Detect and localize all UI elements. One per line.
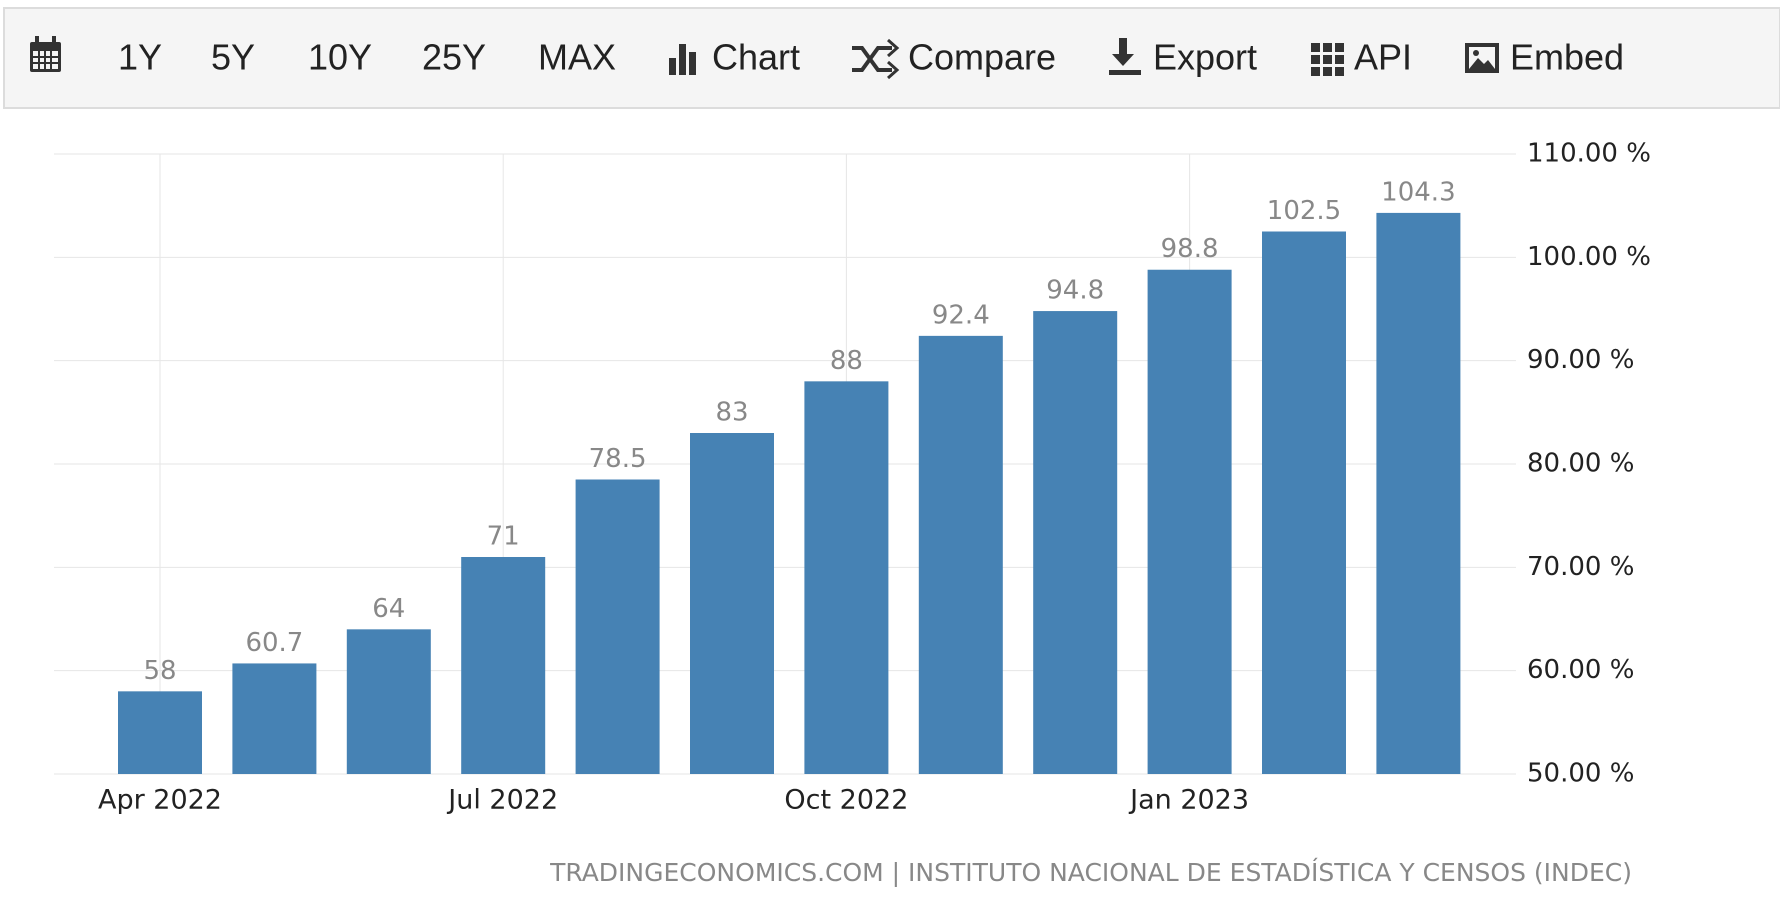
value-label: 60.7 [245,628,303,658]
export-icon [1109,38,1141,75]
value-label: 98.8 [1161,234,1219,264]
y-tick-label: 100.00 % [1527,242,1651,272]
toolbar-item[interactable]: Embed [1510,37,1624,78]
bar [575,479,660,774]
bar [1376,212,1461,774]
toolbar-item[interactable]: 5Y [211,37,255,78]
source: TRADINGECONOMICS.COM | INSTITUTO NACIONA… [549,858,1632,887]
value-label: 64 [372,594,405,624]
value-label: 88 [830,346,863,376]
bar [918,335,1003,774]
value-label: 104.3 [1381,177,1455,207]
value-label: 58 [143,656,176,686]
bar [232,663,317,774]
bar [804,381,889,774]
toolbar-item[interactable]: Chart [712,37,800,78]
toolbar-item[interactable]: API [1354,37,1412,78]
x-tick-label: Jan 2023 [1128,785,1249,816]
y-tick-label: 90.00 % [1527,345,1634,375]
toolbar-item[interactable]: Compare [908,37,1056,78]
toolbar-item[interactable]: 10Y [308,37,372,78]
bar [1262,231,1346,774]
value-label: 94.8 [1046,276,1104,306]
bar [346,629,431,774]
value-label: 71 [487,522,520,552]
value-label: 92.4 [932,300,990,330]
bar [118,691,202,774]
compare-icon [852,38,900,80]
x-tick-label: Oct 2022 [784,785,908,816]
y-tick-label: 70.00 % [1527,552,1634,582]
bar [1033,311,1118,774]
x-tick-label: Jul 2022 [446,785,558,816]
calendar-icon[interactable] [30,36,61,72]
toolbar-item[interactable]: Export [1153,37,1257,78]
toolbar-item[interactable]: 1Y [118,37,162,78]
api-icon [1311,43,1344,76]
bar [461,557,546,774]
value-label: 78.5 [589,444,647,474]
y-tick-label: 110.00 % [1527,139,1651,169]
value-label: 102.5 [1267,196,1341,226]
y-tick-label: 60.00 % [1527,655,1634,685]
toolbar-item[interactable]: 25Y [422,37,486,78]
toolbar-item[interactable]: MAX [538,37,616,78]
x-tick-label: Apr 2022 [98,785,222,816]
y-tick-label: 80.00 % [1527,449,1634,479]
embed-icon [1465,43,1499,73]
y-tick-label: 50.00 % [1527,759,1634,789]
bar [1147,269,1232,774]
chart-icon [669,44,696,75]
bar [690,433,774,774]
value-label: 83 [715,398,748,428]
